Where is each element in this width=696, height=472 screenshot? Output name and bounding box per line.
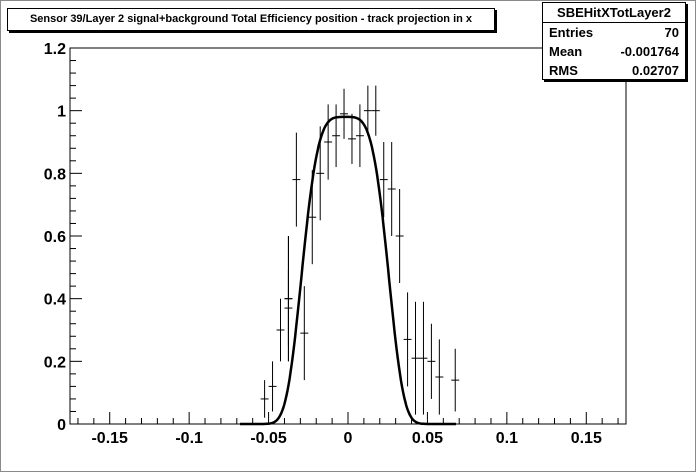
x-tick-label: 0.1 xyxy=(496,430,518,447)
y-tick-label: 0.4 xyxy=(44,292,66,309)
x-tick-label: 0.15 xyxy=(571,430,602,447)
stats-label: Mean xyxy=(549,44,583,59)
x-tick-label: -0.15 xyxy=(91,430,128,447)
fit-curve xyxy=(240,115,456,426)
stats-box: SBEHitXTotLayer2 Entries 70 Mean -0.0017… xyxy=(542,2,686,80)
chart-title: Sensor 39/Layer 2 signal+background Tota… xyxy=(7,8,495,31)
stats-value: 70 xyxy=(664,25,679,40)
y-tick-label: 0.8 xyxy=(44,166,66,183)
stats-title: SBEHitXTotLayer2 xyxy=(543,3,685,23)
y-tick-label: 0.6 xyxy=(44,229,66,246)
stats-row-mean: Mean -0.001764 xyxy=(543,42,685,61)
stats-value: -0.001764 xyxy=(620,44,679,59)
x-tick-label: 0 xyxy=(344,430,353,447)
stats-row-rms: RMS 0.02707 xyxy=(543,61,685,80)
stats-row-entries: Entries 70 xyxy=(543,23,685,42)
stats-label: RMS xyxy=(549,63,578,78)
stats-value: 0.02707 xyxy=(632,63,679,78)
y-tick-label: 0.2 xyxy=(44,354,66,371)
y-tick-label: 0 xyxy=(57,417,66,434)
x-tick-label: -0.1 xyxy=(175,430,203,447)
x-tick-label: -0.05 xyxy=(250,430,287,447)
stats-label: Entries xyxy=(549,25,594,40)
y-tick-label: 1 xyxy=(57,104,66,121)
y-tick-label: 1.2 xyxy=(44,41,66,58)
x-tick-label: 0.05 xyxy=(412,430,443,447)
plot-frame xyxy=(69,47,627,425)
